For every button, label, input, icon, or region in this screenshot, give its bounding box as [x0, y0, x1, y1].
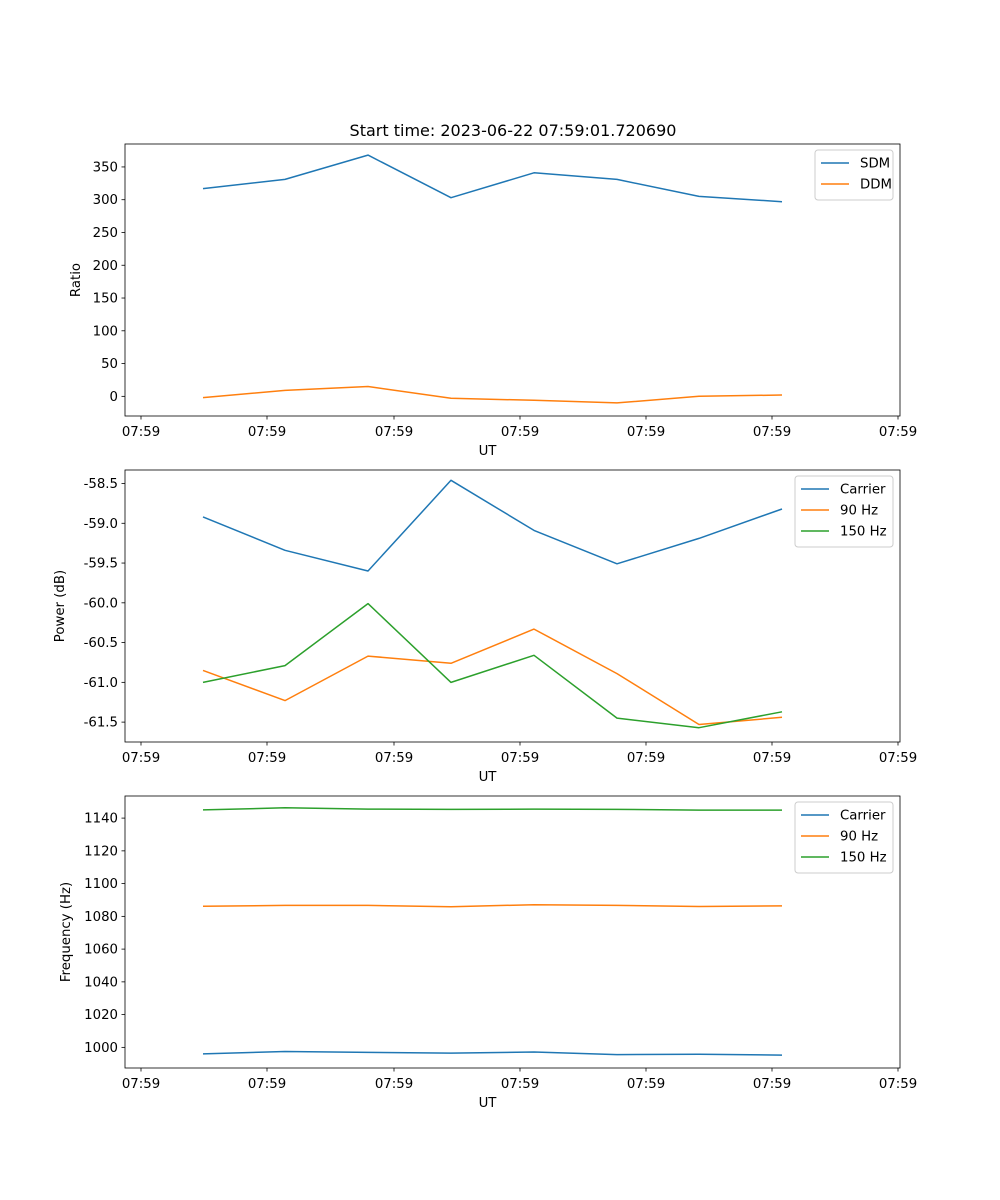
series-line-carrier — [202, 1050, 783, 1056]
y-tick-label: -61.5 — [84, 716, 118, 731]
x-tick-label: 07:59 — [627, 425, 665, 440]
legend-box — [794, 475, 894, 548]
y-tick-label: 150 — [93, 292, 118, 307]
y-axis-label: Power (dB) — [53, 570, 68, 642]
y-axis-label: Ratio — [69, 263, 84, 297]
x-tick-label: 07:59 — [501, 425, 539, 440]
x-tick-label: 07:59 — [753, 425, 791, 440]
series-line-90-hz — [202, 903, 783, 908]
x-tick-label: 07:59 — [879, 1077, 917, 1092]
x-tick-label: 07:59 — [248, 425, 286, 440]
x-axis-label: UT — [479, 770, 498, 785]
legend-label: SDM — [860, 157, 890, 172]
y-tick-label: -60.0 — [84, 596, 118, 611]
plot-frame — [124, 143, 901, 417]
x-tick-label: 07:59 — [879, 751, 917, 766]
x-tick-label: 07:59 — [375, 751, 413, 766]
series-line-90-hz — [202, 628, 783, 726]
x-tick-label: 07:59 — [753, 751, 791, 766]
legend-label: 90 Hz — [840, 504, 878, 519]
y-tick-label: 1000 — [84, 1041, 118, 1056]
series-line-150-hz — [202, 602, 783, 729]
y-tick-label: -59.5 — [84, 557, 118, 572]
y-tick-label: 1100 — [84, 877, 118, 892]
legend: SDM DDM — [814, 149, 894, 201]
legend-label: 150 Hz — [840, 851, 887, 866]
series-line-ddm — [202, 385, 783, 404]
x-tick-label: 07:59 — [627, 1077, 665, 1092]
y-tick-label: 300 — [93, 193, 118, 208]
y-tick-label: 1040 — [84, 975, 118, 990]
plot-frame — [124, 795, 901, 1069]
legend: Carrier 90 Hz 150 Hz — [794, 475, 894, 548]
x-tick-label: 07:59 — [753, 1077, 791, 1092]
y-tick-label: 350 — [93, 160, 118, 175]
y-tick-label: 0 — [110, 390, 118, 405]
series-line-carrier — [202, 479, 783, 572]
series-line-150-hz — [202, 807, 782, 811]
y-tick-label: -61.0 — [84, 676, 118, 691]
legend-box — [794, 801, 894, 874]
x-tick-label: 07:59 — [122, 425, 160, 440]
y-tick-label: 1060 — [84, 943, 118, 958]
legend-label: 90 Hz — [840, 830, 878, 845]
y-tick-label: -60.5 — [84, 636, 118, 651]
y-tick-label: 100 — [93, 324, 118, 339]
x-tick-label: 07:59 — [375, 1077, 413, 1092]
y-tick-label: 1120 — [84, 844, 118, 859]
legend: Carrier 90 Hz 150 Hz — [794, 801, 894, 874]
y-tick-label: 1020 — [84, 1008, 118, 1023]
x-tick-label: 07:59 — [375, 425, 413, 440]
y-tick-label: -59.0 — [84, 517, 118, 532]
x-tick-label: 07:59 — [248, 751, 286, 766]
series-line-sdm — [202, 154, 783, 203]
legend-label: 150 Hz — [840, 525, 887, 540]
y-tick-label: 1140 — [84, 812, 118, 827]
x-tick-label: 07:59 — [122, 1077, 160, 1092]
figure-title: Start time: 2023-06-22 07:59:01.720690 — [350, 121, 677, 140]
legend-label: Carrier — [840, 483, 886, 498]
plot-frame — [124, 469, 901, 743]
chart-panel-3: 1000 1020 1040 1060 1080 1100 1120 1140 07:59 07:… — [59, 795, 917, 1111]
chart-panel-2: -58.5 -59.0 -59.5 -60.0 -60.5 -61.0 -61.5 07:59… — [53, 469, 917, 785]
y-tick-label: 200 — [93, 259, 118, 274]
chart-panel-1: 0 50 100 150 200 250 300 350 07:59 07:59 07:59 07:5… — [69, 143, 917, 459]
x-tick-label: 07:59 — [501, 751, 539, 766]
y-axis-label: Frequency (Hz) — [59, 882, 74, 982]
x-tick-label: 07:59 — [248, 1077, 286, 1092]
chart-panels: 0 50 100 150 200 250 300 350 07:59 07:59 07:59 07:5… — [53, 143, 917, 1111]
x-axis-label: UT — [479, 1096, 498, 1111]
legend-label: Carrier — [840, 809, 886, 824]
x-tick-label: 07:59 — [501, 1077, 539, 1092]
y-tick-label: 250 — [93, 226, 118, 241]
y-tick-label: 50 — [101, 357, 118, 372]
x-tick-label: 07:59 — [879, 425, 917, 440]
legend-label: DDM — [860, 178, 892, 193]
y-tick-label: 1080 — [84, 910, 118, 925]
y-tick-label: -58.5 — [84, 477, 118, 492]
x-tick-label: 07:59 — [627, 751, 665, 766]
x-axis-label: UT — [479, 444, 498, 459]
x-tick-label: 07:59 — [122, 751, 160, 766]
